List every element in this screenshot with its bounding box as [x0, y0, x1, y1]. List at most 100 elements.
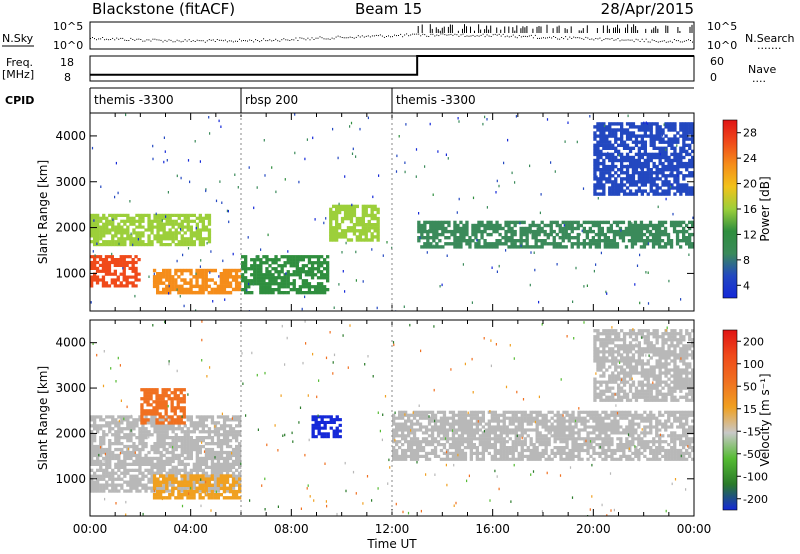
data-cell — [231, 430, 236, 434]
data-cell — [122, 272, 126, 276]
data-cell — [679, 220, 683, 225]
data-cell — [283, 282, 287, 286]
data-cell — [433, 425, 438, 429]
data-cell — [343, 210, 348, 215]
data-cell — [604, 410, 608, 414]
data-cell — [159, 483, 163, 487]
data-cell — [645, 226, 650, 231]
data-cell — [171, 439, 175, 443]
data-cell — [421, 454, 426, 458]
data-cell — [605, 125, 609, 129]
data-cell — [108, 456, 112, 461]
data-cell — [652, 451, 656, 455]
data-cell — [664, 164, 668, 169]
data-cell — [168, 216, 172, 220]
data-cell — [625, 446, 629, 450]
data-cell — [186, 240, 190, 244]
data-cell — [457, 410, 462, 414]
data-cell — [655, 189, 659, 193]
data-cell — [129, 421, 133, 425]
data-cell — [643, 152, 647, 157]
data-cell — [231, 480, 236, 484]
data-cell — [159, 493, 163, 497]
nsky-label: N.Sky — [2, 32, 34, 45]
data-cell — [418, 428, 423, 432]
data-cell — [329, 235, 333, 239]
data-cell — [565, 437, 569, 441]
data-cell — [463, 416, 468, 420]
data-cell — [370, 204, 374, 209]
data-cell — [682, 128, 686, 132]
data-cell — [274, 261, 278, 265]
data-cell — [114, 483, 118, 487]
data-cell — [207, 436, 212, 440]
data-cell — [582, 229, 586, 234]
data-cell — [633, 223, 638, 228]
data-cell — [158, 397, 162, 401]
data-cell — [654, 226, 659, 231]
data-cell — [465, 229, 469, 234]
data-cell — [451, 454, 456, 458]
noise-cell — [639, 301, 641, 305]
noise-cell — [396, 154, 398, 158]
noise-cell — [439, 285, 441, 288]
data-cell — [661, 137, 665, 141]
data-cell — [472, 410, 476, 414]
data-cell — [150, 462, 154, 466]
data-cell — [420, 229, 424, 234]
data-cell — [669, 242, 674, 246]
data-cell — [601, 431, 605, 435]
data-cell — [180, 222, 184, 226]
data-cell — [153, 234, 157, 238]
data-cell — [640, 171, 644, 175]
data-cell — [186, 486, 190, 490]
data-cell — [198, 489, 202, 493]
data-cell — [541, 419, 545, 423]
data-cell — [176, 418, 180, 422]
data-cell — [198, 213, 202, 217]
data-cell — [129, 453, 133, 458]
data-cell — [639, 236, 644, 240]
data-cell — [520, 422, 524, 426]
data-cell — [605, 140, 609, 144]
data-cell — [612, 242, 617, 246]
noise-cell — [505, 249, 507, 252]
data-cell — [102, 436, 106, 440]
data-cell — [571, 448, 575, 453]
noise-cell — [209, 271, 211, 274]
data-cell — [117, 483, 121, 487]
data-cell — [505, 410, 509, 414]
noise-cell — [255, 255, 257, 258]
data-cell — [520, 440, 524, 444]
data-cell — [666, 242, 671, 246]
data-cell — [128, 275, 132, 279]
data-cell — [628, 149, 633, 154]
data-cell — [415, 446, 420, 450]
data-cell — [661, 174, 665, 178]
data-cell — [207, 427, 212, 431]
data-cell — [129, 240, 133, 244]
data-cell — [117, 424, 121, 428]
data-cell — [427, 410, 432, 414]
data-cell — [90, 222, 94, 226]
data-cell — [168, 436, 172, 440]
data-cell — [93, 471, 97, 475]
noise-cell — [395, 170, 398, 173]
data-cell — [667, 416, 671, 420]
data-cell — [320, 264, 324, 268]
data-cell — [329, 232, 333, 236]
data-cell — [150, 468, 154, 472]
data-cell — [544, 422, 548, 426]
data-cell — [549, 226, 553, 231]
data-cell — [442, 419, 447, 423]
data-cell — [537, 229, 541, 234]
data-cell — [499, 434, 503, 438]
data-cell — [430, 416, 435, 420]
data-cell — [550, 451, 554, 455]
data-cell — [543, 242, 547, 246]
data-cell — [471, 239, 475, 243]
data-cell — [475, 413, 479, 417]
data-cell — [457, 451, 462, 455]
data-cell — [594, 223, 598, 228]
data-cell — [162, 480, 166, 484]
